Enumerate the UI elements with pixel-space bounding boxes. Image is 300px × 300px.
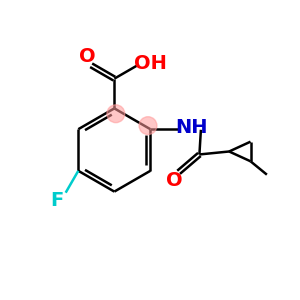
Text: NH: NH [175,118,207,137]
Circle shape [139,117,157,134]
Text: F: F [50,190,63,210]
Text: O: O [79,47,96,67]
Circle shape [107,105,125,123]
Text: OH: OH [134,54,166,73]
Text: O: O [166,171,182,190]
